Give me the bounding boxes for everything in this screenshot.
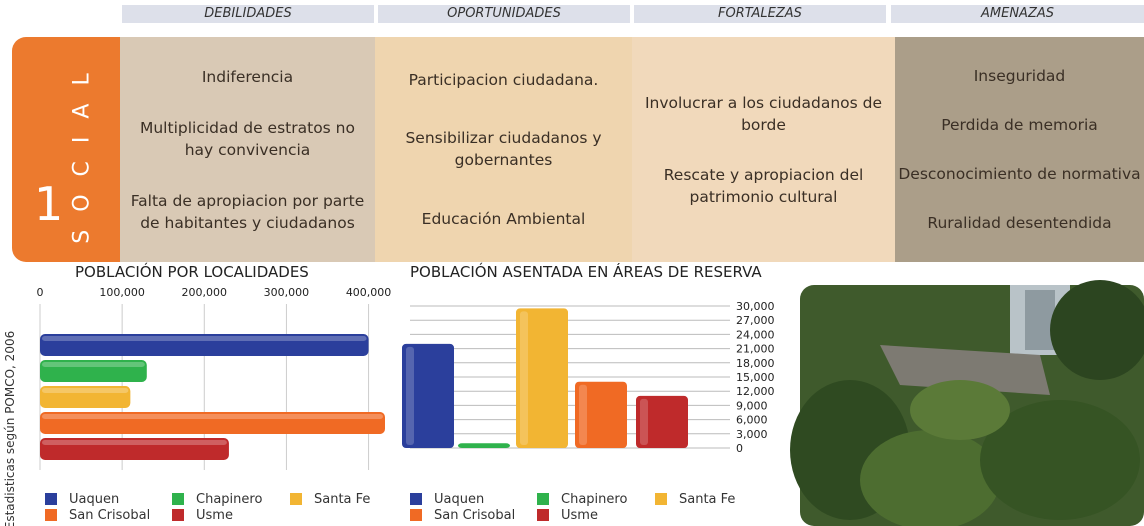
bar-shine xyxy=(520,311,528,445)
bar-shine xyxy=(42,414,383,419)
photo xyxy=(790,280,1144,526)
legend-label: San Crisobal xyxy=(434,508,515,523)
charts: Estadisticas según POMCO, 2006 POBLACIÓN… xyxy=(0,0,1144,526)
legend-label: San Crisobal xyxy=(69,508,150,523)
y-tick-label: 9,000 xyxy=(736,399,768,412)
y-tick-label: 3,000 xyxy=(736,428,768,441)
y-tick-label: 18,000 xyxy=(736,357,775,370)
x-tick-label: 0 xyxy=(37,286,44,299)
legend-swatch xyxy=(537,493,549,505)
legend-label: Chapinero xyxy=(561,492,627,507)
y-tick-label: 27,000 xyxy=(736,314,775,327)
legend-label: Usme xyxy=(196,508,233,523)
legend-label: Chapinero xyxy=(196,492,262,507)
bar-shine xyxy=(640,399,648,445)
x-tick-label: 400,000 xyxy=(346,286,392,299)
y-tick-label: 0 xyxy=(736,442,743,455)
legend-label: Uaquen xyxy=(434,492,484,507)
legend-swatch xyxy=(45,493,57,505)
legend-swatch xyxy=(45,509,57,521)
legend-swatch xyxy=(537,509,549,521)
legend-swatch xyxy=(410,509,422,521)
legend-swatch xyxy=(410,493,422,505)
legend-label: Uaquen xyxy=(69,492,119,507)
legend-label: Santa Fe xyxy=(314,492,370,507)
legend-swatch xyxy=(290,493,302,505)
chart-title: POBLACIÓN POR LOCALIDADES xyxy=(75,262,309,281)
y-tick-label: 12,000 xyxy=(736,385,775,398)
x-tick-label: 200,000 xyxy=(182,286,228,299)
bar-shine xyxy=(42,388,128,393)
y-tick-label: 24,000 xyxy=(736,328,775,341)
legend-swatch xyxy=(655,493,667,505)
legend-swatch xyxy=(172,493,184,505)
legend-swatch xyxy=(172,509,184,521)
y-tick-label: 21,000 xyxy=(736,343,775,356)
legend-label: Santa Fe xyxy=(679,492,735,507)
x-tick-label: 300,000 xyxy=(264,286,310,299)
bar-shine xyxy=(579,385,587,445)
y-tick-label: 30,000 xyxy=(736,300,775,313)
bar-shine xyxy=(42,336,367,341)
bar-shine xyxy=(42,440,227,445)
y-tick-label: 15,000 xyxy=(736,371,775,384)
source-note: Estadisticas según POMCO, 2006 xyxy=(3,331,17,526)
legend-label: Usme xyxy=(561,508,598,523)
bar-shine xyxy=(42,362,145,367)
page: DEBILIDADES OPORTUNIDADES FORTALEZAS AME… xyxy=(0,0,1144,526)
bar-shine xyxy=(406,347,414,445)
x-tick-label: 100,000 xyxy=(99,286,145,299)
y-tick-label: 6,000 xyxy=(736,414,768,427)
bar xyxy=(458,443,510,448)
chart-title: POBLACIÓN ASENTADA EN ÁREAS DE RESERVA xyxy=(410,262,762,281)
